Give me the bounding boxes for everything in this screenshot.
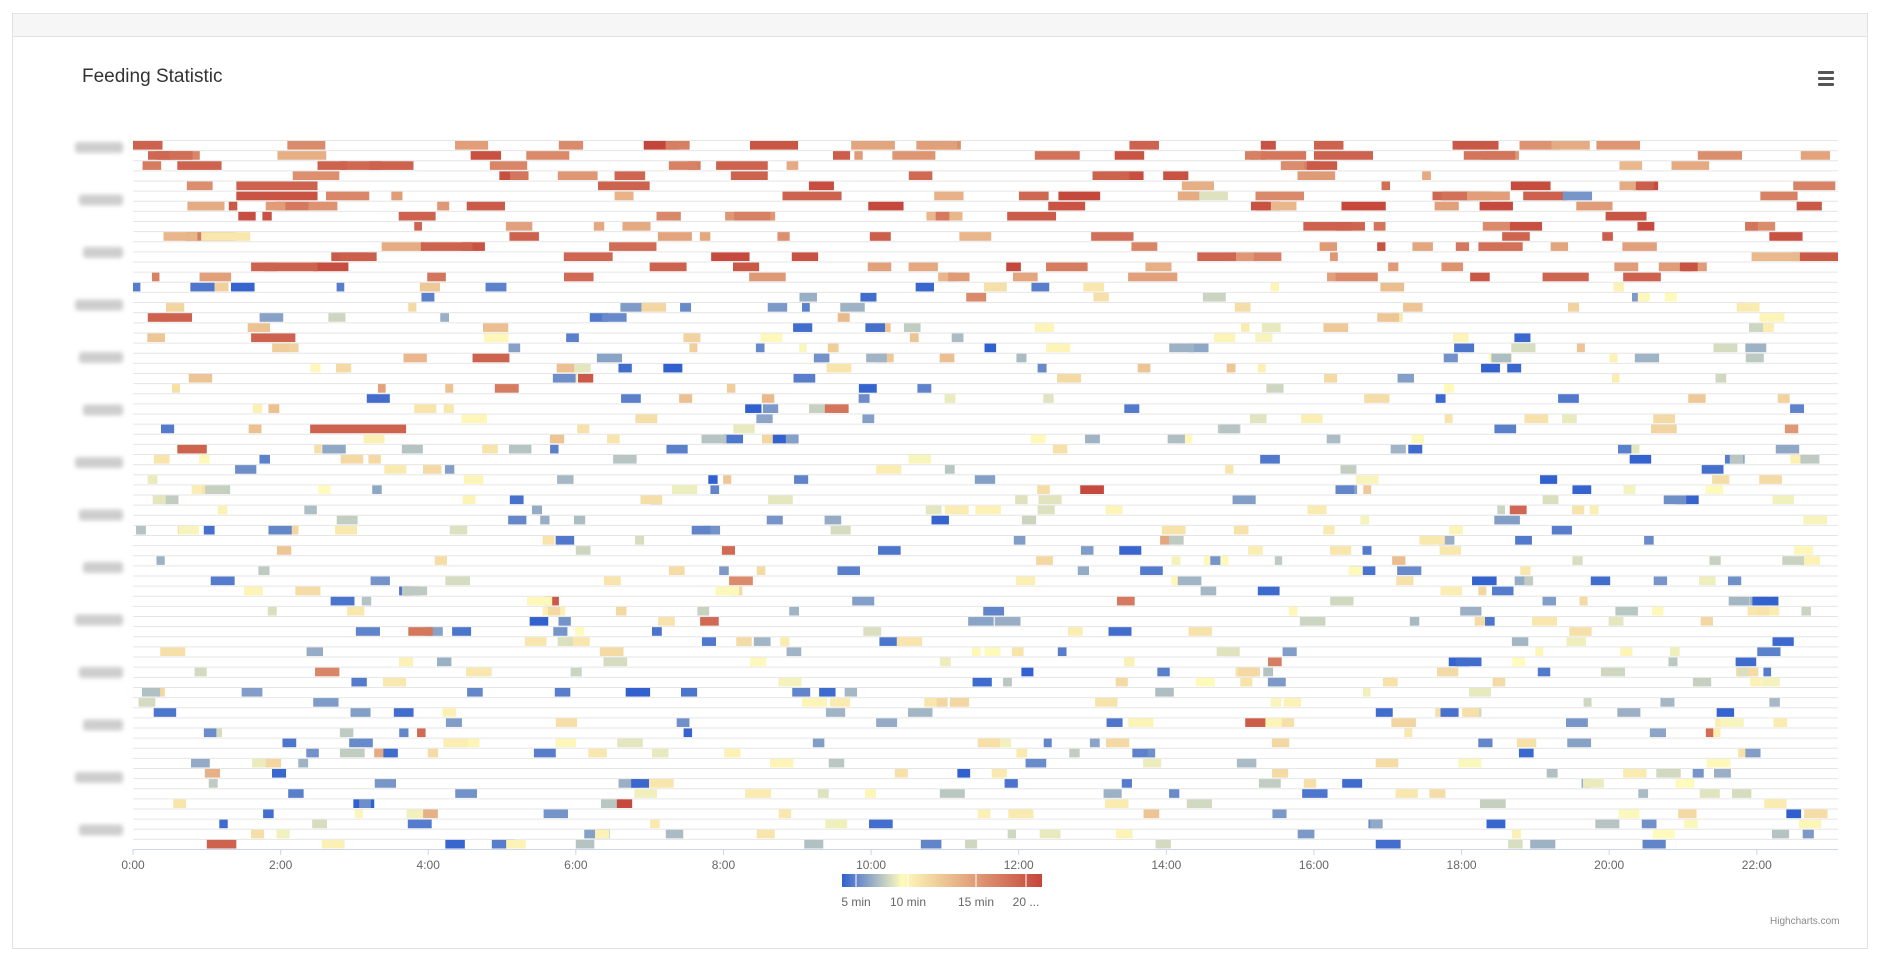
menu-bar-line (1818, 77, 1834, 80)
credits-link[interactable]: Highcharts.com (1770, 916, 1840, 927)
menu-bar-line (1818, 83, 1834, 86)
hamburger-menu-icon[interactable] (1814, 68, 1838, 92)
chart-panel (12, 37, 1868, 949)
top-toolbar-strip (12, 13, 1868, 37)
menu-bar-line (1818, 71, 1834, 74)
chart-title: Feeding Statistic (82, 66, 223, 87)
